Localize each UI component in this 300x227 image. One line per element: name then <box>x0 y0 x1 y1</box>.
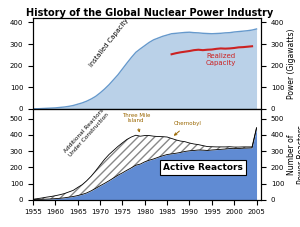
Text: Additional Reactors
Under Construction: Additional Reactors Under Construction <box>64 108 110 158</box>
Text: History of the Global Nuclear Power Industry: History of the Global Nuclear Power Indu… <box>26 8 274 18</box>
Y-axis label: Number of
Power Reactors: Number of Power Reactors <box>287 125 300 184</box>
Y-axis label: Power (Gigawatts): Power (Gigawatts) <box>287 28 296 99</box>
Text: Chernobyl: Chernobyl <box>174 121 202 135</box>
Text: Realized
Capacity: Realized Capacity <box>206 53 236 66</box>
Text: Installed Capacity: Installed Capacity <box>88 17 130 68</box>
Text: Three Mile
Island: Three Mile Island <box>122 113 150 132</box>
Text: Active Reactors: Active Reactors <box>163 163 243 172</box>
